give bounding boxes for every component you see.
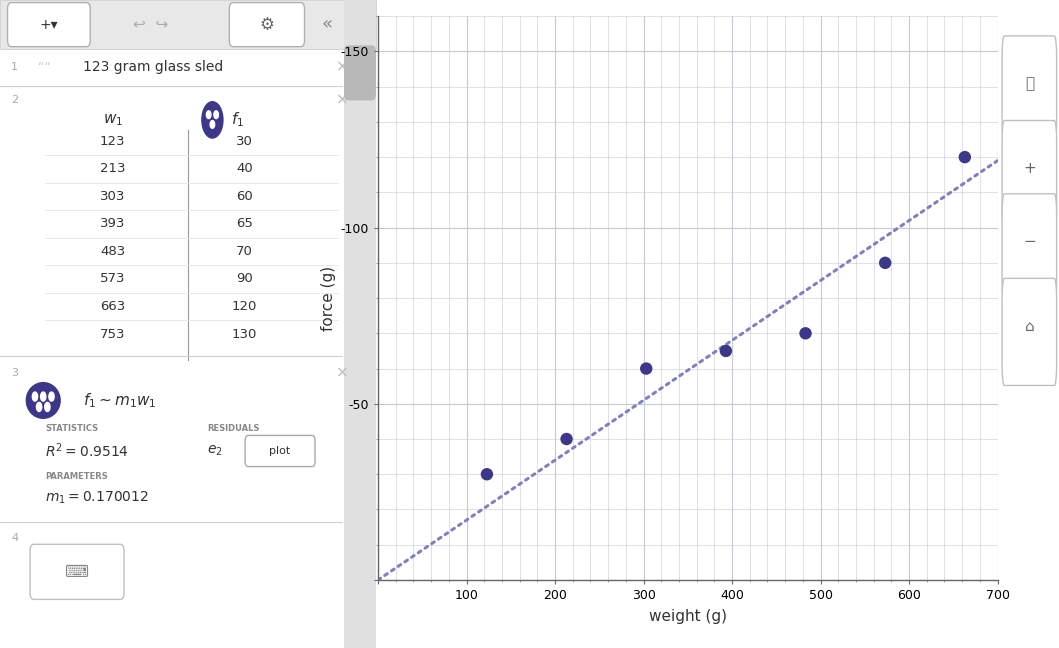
FancyBboxPatch shape xyxy=(230,3,305,47)
FancyBboxPatch shape xyxy=(1002,121,1057,227)
X-axis label: weight (g): weight (g) xyxy=(649,609,726,624)
Text: ⌂: ⌂ xyxy=(1024,319,1035,334)
Circle shape xyxy=(214,111,218,119)
Circle shape xyxy=(49,392,54,401)
FancyBboxPatch shape xyxy=(1002,279,1057,386)
Circle shape xyxy=(202,102,223,138)
FancyBboxPatch shape xyxy=(344,45,376,100)
Text: 393: 393 xyxy=(101,217,125,231)
Circle shape xyxy=(36,402,41,411)
Text: 573: 573 xyxy=(100,272,126,286)
Ellipse shape xyxy=(26,382,60,419)
Point xyxy=(717,346,734,356)
Text: 303: 303 xyxy=(101,190,125,203)
Text: ““: ““ xyxy=(38,61,51,74)
Y-axis label: force (g): force (g) xyxy=(322,266,337,330)
Point xyxy=(797,328,814,338)
Text: 40: 40 xyxy=(236,162,253,176)
Text: STATISTICS: STATISTICS xyxy=(46,424,98,434)
Text: 663: 663 xyxy=(101,300,125,313)
FancyBboxPatch shape xyxy=(1002,194,1057,301)
Point xyxy=(956,152,973,163)
Point xyxy=(558,434,575,445)
FancyBboxPatch shape xyxy=(0,0,376,49)
Text: 123: 123 xyxy=(100,135,126,148)
Text: −: − xyxy=(1023,234,1036,249)
Text: 🔧: 🔧 xyxy=(1025,76,1034,91)
Circle shape xyxy=(33,392,38,401)
FancyBboxPatch shape xyxy=(30,544,124,599)
Text: 213: 213 xyxy=(100,162,126,176)
Text: $f_1$: $f_1$ xyxy=(231,111,245,129)
Text: $e_2$: $e_2$ xyxy=(207,443,222,457)
FancyBboxPatch shape xyxy=(344,0,376,648)
Circle shape xyxy=(207,111,211,119)
Text: ⚙: ⚙ xyxy=(259,16,274,34)
Text: 90: 90 xyxy=(236,272,253,286)
Text: +: + xyxy=(1023,161,1036,176)
Text: ×: × xyxy=(336,365,348,380)
Point xyxy=(479,469,496,480)
Text: RESIDUALS: RESIDUALS xyxy=(207,424,259,434)
Text: 120: 120 xyxy=(232,300,257,313)
Text: 753: 753 xyxy=(100,327,126,341)
Text: plot: plot xyxy=(269,446,291,456)
Text: 1: 1 xyxy=(12,62,18,73)
Text: $w_1$: $w_1$ xyxy=(103,112,123,128)
Text: «: « xyxy=(322,16,333,34)
FancyBboxPatch shape xyxy=(1002,36,1057,143)
Text: 483: 483 xyxy=(101,245,125,258)
Text: 123 gram glass sled: 123 gram glass sled xyxy=(83,60,223,75)
Point xyxy=(1036,117,1053,127)
Text: ⌨: ⌨ xyxy=(65,562,89,581)
Circle shape xyxy=(210,121,215,128)
Text: 65: 65 xyxy=(236,217,253,231)
Text: ×: × xyxy=(336,60,348,75)
Text: ×: × xyxy=(336,93,348,108)
FancyBboxPatch shape xyxy=(7,3,90,47)
Text: ↩  ↪: ↩ ↪ xyxy=(132,17,168,32)
Point xyxy=(638,364,654,374)
Text: 4: 4 xyxy=(12,533,18,543)
Text: 70: 70 xyxy=(236,245,253,258)
Text: 3: 3 xyxy=(12,367,18,378)
Text: 60: 60 xyxy=(236,190,253,203)
Text: 130: 130 xyxy=(232,327,257,341)
Text: PARAMETERS: PARAMETERS xyxy=(46,472,108,481)
Circle shape xyxy=(40,392,46,401)
Point xyxy=(877,258,894,268)
Text: $m_1 = 0.170012$: $m_1 = 0.170012$ xyxy=(46,489,149,506)
FancyBboxPatch shape xyxy=(245,435,315,467)
Text: $f_1 \sim m_1 w_1$: $f_1 \sim m_1 w_1$ xyxy=(83,391,157,410)
Text: 2: 2 xyxy=(12,95,18,106)
Text: $R^2 = 0.9514$: $R^2 = 0.9514$ xyxy=(46,441,129,459)
Text: +▾: +▾ xyxy=(39,17,58,32)
Text: 30: 30 xyxy=(236,135,253,148)
Circle shape xyxy=(44,402,50,411)
